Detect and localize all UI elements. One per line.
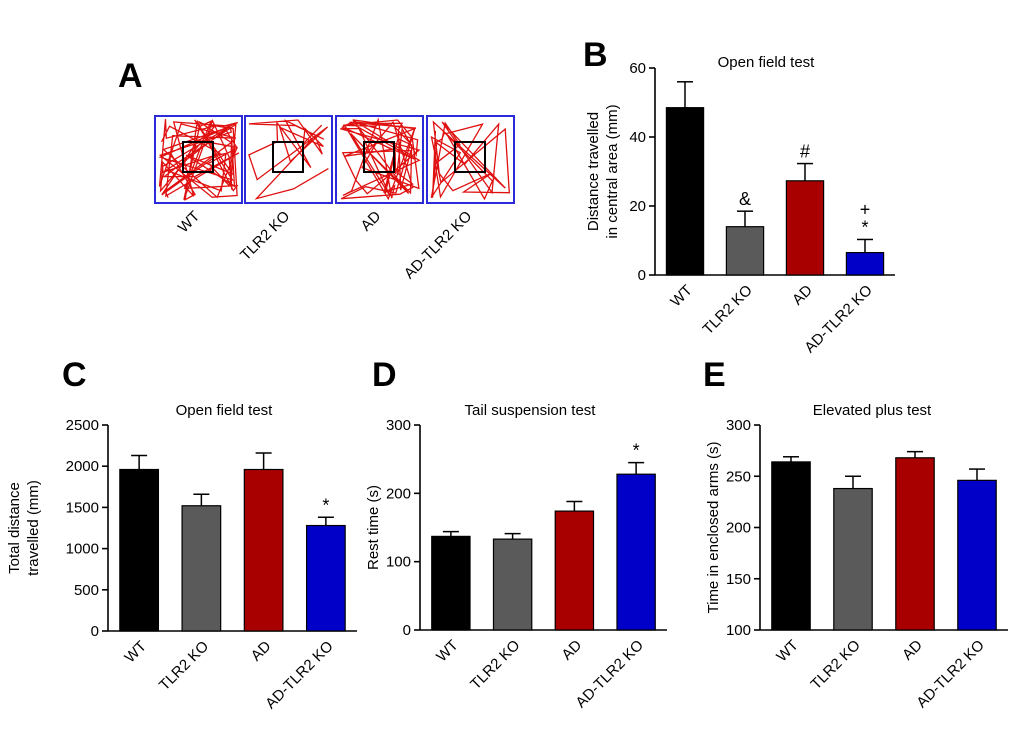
y-axis-label: Distance travelled <box>585 112 602 231</box>
chart-c: C Open field test 0 500 1000 1500 2000 2500 Tota… <box>6 356 357 712</box>
chart-title: Tail suspension test <box>465 402 597 419</box>
center-zone <box>182 141 214 173</box>
panel-a-label: A <box>118 57 143 95</box>
y-tick-label: 300 <box>386 417 411 434</box>
bar-ad-tlr2-ko <box>845 251 885 276</box>
bar-ad-tlr2-ko <box>957 479 997 631</box>
movement-track <box>158 118 240 201</box>
chart-title: Open field test <box>176 402 274 419</box>
y-tick-label: 500 <box>74 582 99 599</box>
y-tick-label: 300 <box>726 417 751 434</box>
bar-ad-tlr2-ko <box>616 473 656 631</box>
chart-title: Open field test <box>718 54 816 71</box>
y-tick-label: 60 <box>629 60 646 77</box>
x-tick-label: AD <box>899 637 926 664</box>
bar-tlr2-ko <box>492 538 533 631</box>
y-tick-label: 1500 <box>66 499 99 516</box>
arena-ad: AD <box>335 115 424 235</box>
bar-wt <box>431 535 471 631</box>
significance-marker: & <box>739 189 751 209</box>
bar-wt <box>771 461 811 631</box>
chart-d: D Tail suspension test 0 100 200 300 Rest time… <box>365 356 667 711</box>
bar-wt <box>665 107 705 276</box>
y-tick-label: 40 <box>629 129 646 146</box>
y-tick-label: 1000 <box>66 541 99 558</box>
y-tick-label: 200 <box>726 520 751 537</box>
x-tick-label: TLR2 KO <box>808 637 864 693</box>
bar-ad <box>243 468 284 632</box>
x-tick-label: TLR2 KO <box>467 637 523 693</box>
arena-label: AD <box>358 208 385 235</box>
y-tick-label: 150 <box>726 571 751 588</box>
y-tick-label: 250 <box>726 468 751 485</box>
panel-label: C <box>62 356 87 394</box>
significance-marker: * <box>861 217 868 237</box>
chart-panels: B Open field test 0 20 40 60 Distance travelle… <box>6 36 1008 712</box>
panel-a: A WT TLR2 KO AD AD-TLR2 KO <box>118 57 515 283</box>
y-axis-label: Time in enclosed arms (s) <box>705 442 722 614</box>
x-tick-label: WT <box>121 638 150 667</box>
x-tick-label: WT <box>433 637 462 666</box>
y-tick-label: 200 <box>386 485 411 502</box>
bar-tlr2-ko <box>181 505 222 632</box>
y-tick-label: 0 <box>91 623 99 640</box>
x-tick-label: AD <box>248 638 275 665</box>
y-tick-label: 20 <box>629 198 646 215</box>
arena-label: AD-TLR2 KO <box>401 208 476 283</box>
significance-marker: + <box>860 199 871 219</box>
y-tick-label: 0 <box>403 622 411 639</box>
x-tick-label: AD <box>558 637 585 664</box>
y-tick-label: 100 <box>386 554 411 571</box>
center-zone <box>272 141 304 173</box>
arena-label: TLR2 KO <box>237 208 293 264</box>
x-tick-label: WT <box>773 637 802 666</box>
movement-track <box>248 119 329 200</box>
y-axis-label: Rest time (s) <box>365 485 382 570</box>
y-axis-label: travelled (mm) <box>25 480 42 576</box>
x-tick-label: AD <box>789 282 816 309</box>
bar-tlr2-ko <box>833 487 873 631</box>
bar-wt <box>119 468 160 632</box>
panel-label: B <box>583 36 608 74</box>
arena-wt: WT <box>154 115 243 237</box>
bar-ad <box>785 180 825 276</box>
chart-title: Elevated plus test <box>813 402 932 419</box>
center-zone <box>454 141 486 173</box>
bar-ad-tlr2-ko <box>305 524 346 632</box>
arena-label: WT <box>175 208 204 237</box>
y-tick-label: 0 <box>638 267 646 284</box>
bar-tlr2-ko <box>725 226 765 276</box>
x-tick-label: WT <box>667 282 696 311</box>
significance-marker: * <box>633 441 640 461</box>
significance-marker: # <box>800 142 810 162</box>
center-zone <box>363 141 395 173</box>
y-axis-label: in central area (mm) <box>604 104 621 238</box>
bar-ad <box>895 457 935 631</box>
x-tick-label: TLR2 KO <box>156 638 212 694</box>
y-axis-label: Total distance <box>6 482 23 574</box>
panel-label: D <box>372 356 397 394</box>
x-tick-label: TLR2 KO <box>700 282 756 338</box>
chart-b: B Open field test 0 20 40 60 Distance travelle… <box>583 36 895 356</box>
y-tick-label: 2500 <box>66 417 99 434</box>
y-tick-label: 2000 <box>66 458 99 475</box>
significance-marker: * <box>322 495 329 515</box>
y-tick-label: 100 <box>726 622 751 639</box>
panel-label: E <box>703 356 726 394</box>
bar-ad <box>554 510 595 631</box>
arena-tlr2-ko: TLR2 KO <box>237 115 333 264</box>
open-field-track-images: WT TLR2 KO AD AD-TLR2 KO <box>154 115 515 283</box>
